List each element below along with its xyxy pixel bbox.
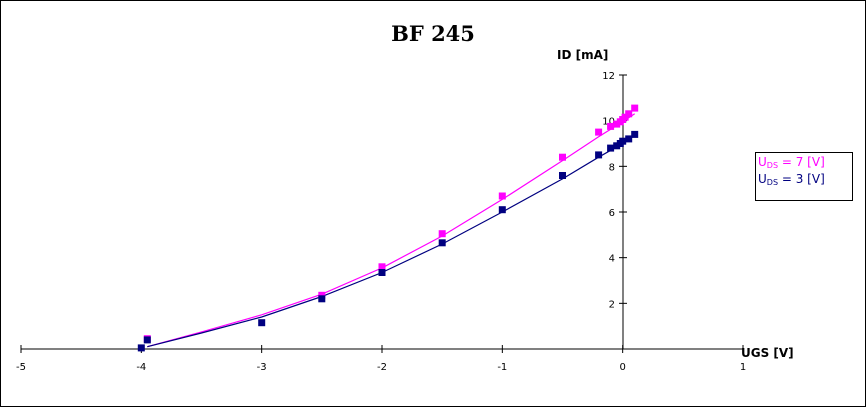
legend-entry-uds3: UDS = 3 [V]	[758, 171, 852, 188]
data-point-uds3	[378, 269, 386, 276]
data-point-uds3	[607, 144, 615, 152]
legend-entry-uds7: UDS = 7 [V]	[758, 154, 852, 171]
data-point-uds3	[143, 336, 151, 344]
x-tick-label: 1	[740, 362, 746, 373]
data-point-uds7	[595, 128, 603, 136]
legend-uds3-main: U	[758, 172, 767, 186]
legend-uds7-sub: DS	[766, 161, 779, 170]
y-tick-label: 10	[602, 117, 615, 128]
data-point-uds3	[595, 151, 603, 159]
data-point-uds7	[498, 192, 506, 200]
data-point-uds7	[613, 120, 621, 128]
x-tick-label: -5	[16, 362, 26, 373]
chart-title: BF 245	[391, 21, 475, 46]
data-point-uds7	[631, 104, 639, 112]
legend-uds3-rest: = 3 [V]	[778, 172, 825, 186]
x-tick-label: -4	[136, 362, 146, 373]
data-point-uds7	[378, 263, 386, 271]
y-tick-label: 2	[609, 299, 615, 310]
data-point-uds3	[619, 137, 627, 145]
y-axis-label: ID [mA]	[557, 48, 608, 62]
data-point-uds3	[498, 206, 506, 214]
y-tick-label: 12	[602, 71, 615, 82]
data-point-uds7	[438, 230, 446, 238]
data-point-uds3	[631, 130, 639, 138]
fit-line-uds7	[147, 113, 636, 348]
data-point-uds3	[318, 295, 326, 303]
data-point-uds7	[625, 110, 633, 118]
data-point-uds3	[625, 135, 633, 143]
data-point-uds3	[613, 142, 621, 150]
data-point-uds7	[607, 122, 615, 130]
x-tick-label: -1	[497, 362, 507, 373]
legend-uds3-sub: DS	[766, 178, 779, 187]
legend-uds7-rest: = 7 [V]	[778, 155, 825, 169]
y-tick-label: 4	[609, 254, 615, 265]
data-point-uds3	[438, 239, 446, 247]
fit-line-uds3	[147, 135, 636, 348]
y-tick-label: 6	[609, 208, 615, 219]
x-axis-label: UGS [V]	[741, 346, 794, 360]
data-markers	[137, 104, 639, 352]
legend: UDS = 7 [V] UDS = 3 [V]	[755, 152, 853, 201]
data-point-uds3	[137, 344, 145, 352]
data-point-uds7	[559, 153, 566, 161]
data-point-uds7	[621, 113, 629, 121]
legend-uds7-main: U	[758, 155, 767, 169]
y-tick-label: 8	[609, 162, 615, 173]
x-tick-label: -2	[377, 362, 387, 373]
data-point-uds3	[258, 319, 266, 327]
fit-lines	[147, 113, 636, 348]
x-tick-label: 0	[619, 362, 625, 373]
x-tick-label: -3	[257, 362, 267, 373]
data-point-uds3	[559, 172, 566, 179]
